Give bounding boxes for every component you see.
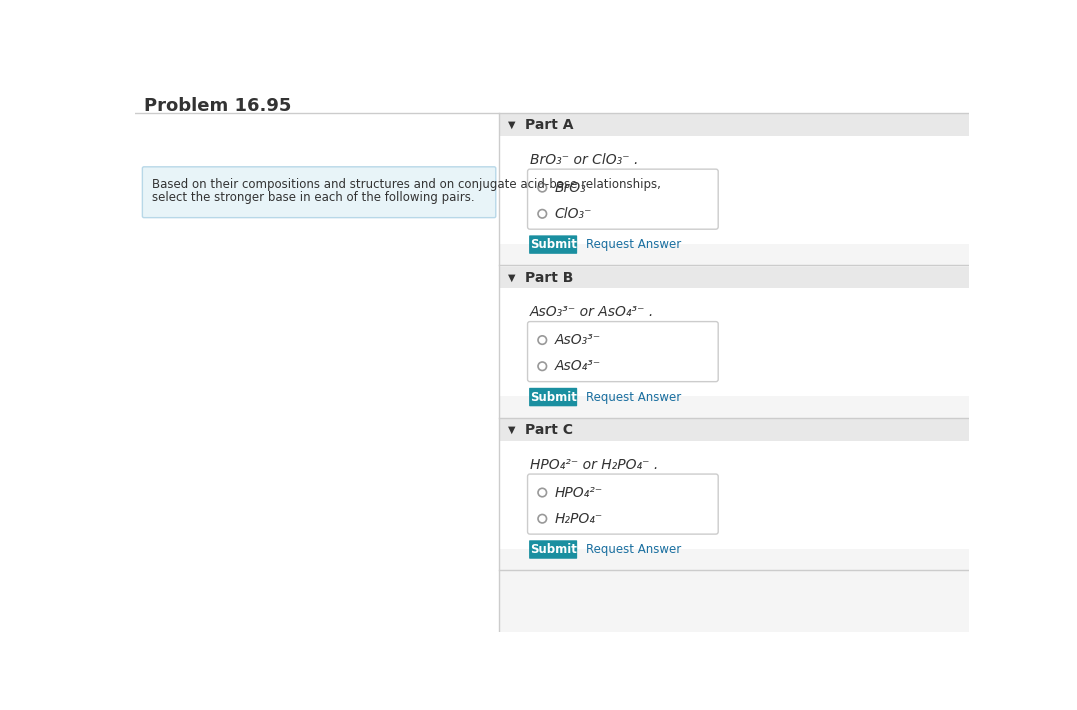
Text: Part A: Part A — [526, 119, 574, 132]
Text: HPO₄²⁻: HPO₄²⁻ — [555, 486, 603, 500]
Text: Based on their compositions and structures and on conjugate acid-base relationsh: Based on their compositions and structur… — [152, 178, 660, 190]
Text: ▼: ▼ — [507, 120, 515, 130]
FancyBboxPatch shape — [500, 136, 969, 244]
Text: Part C: Part C — [526, 423, 573, 437]
FancyBboxPatch shape — [528, 169, 718, 229]
Text: Request Answer: Request Answer — [586, 238, 681, 251]
FancyBboxPatch shape — [142, 167, 495, 218]
Text: Submit: Submit — [530, 543, 576, 556]
Text: ClO₃⁻: ClO₃⁻ — [555, 207, 592, 221]
FancyBboxPatch shape — [500, 288, 969, 396]
Text: Problem 16.95: Problem 16.95 — [144, 97, 291, 115]
FancyBboxPatch shape — [500, 114, 969, 136]
Text: Request Answer: Request Answer — [586, 391, 681, 403]
FancyBboxPatch shape — [529, 388, 577, 406]
FancyBboxPatch shape — [500, 441, 969, 549]
FancyBboxPatch shape — [529, 235, 577, 254]
Text: Submit: Submit — [530, 238, 576, 251]
Text: Part B: Part B — [526, 271, 574, 285]
FancyBboxPatch shape — [529, 540, 577, 559]
FancyBboxPatch shape — [528, 474, 718, 534]
Text: AsO₄³⁻: AsO₄³⁻ — [555, 359, 601, 373]
Text: BrO₃⁻ or ClO₃⁻ .: BrO₃⁻ or ClO₃⁻ . — [530, 153, 639, 167]
Text: Request Answer: Request Answer — [586, 543, 681, 556]
FancyBboxPatch shape — [528, 322, 718, 382]
Text: HPO₄²⁻ or H₂PO₄⁻ .: HPO₄²⁻ or H₂PO₄⁻ . — [530, 458, 658, 472]
Text: AsO₃³⁻ or AsO₄³⁻ .: AsO₃³⁻ or AsO₄³⁻ . — [530, 305, 654, 320]
Text: ▼: ▼ — [507, 273, 515, 283]
Text: Submit: Submit — [530, 391, 576, 403]
FancyBboxPatch shape — [500, 113, 969, 632]
Text: select the stronger base in each of the following pairs.: select the stronger base in each of the … — [152, 191, 474, 204]
Text: H₂PO₄⁻: H₂PO₄⁻ — [555, 512, 603, 525]
FancyBboxPatch shape — [500, 267, 969, 288]
Text: AsO₃³⁻: AsO₃³⁻ — [555, 333, 601, 347]
FancyBboxPatch shape — [500, 420, 969, 441]
Text: ▼: ▼ — [507, 425, 515, 435]
Text: BrO₃⁻: BrO₃⁻ — [555, 180, 593, 195]
